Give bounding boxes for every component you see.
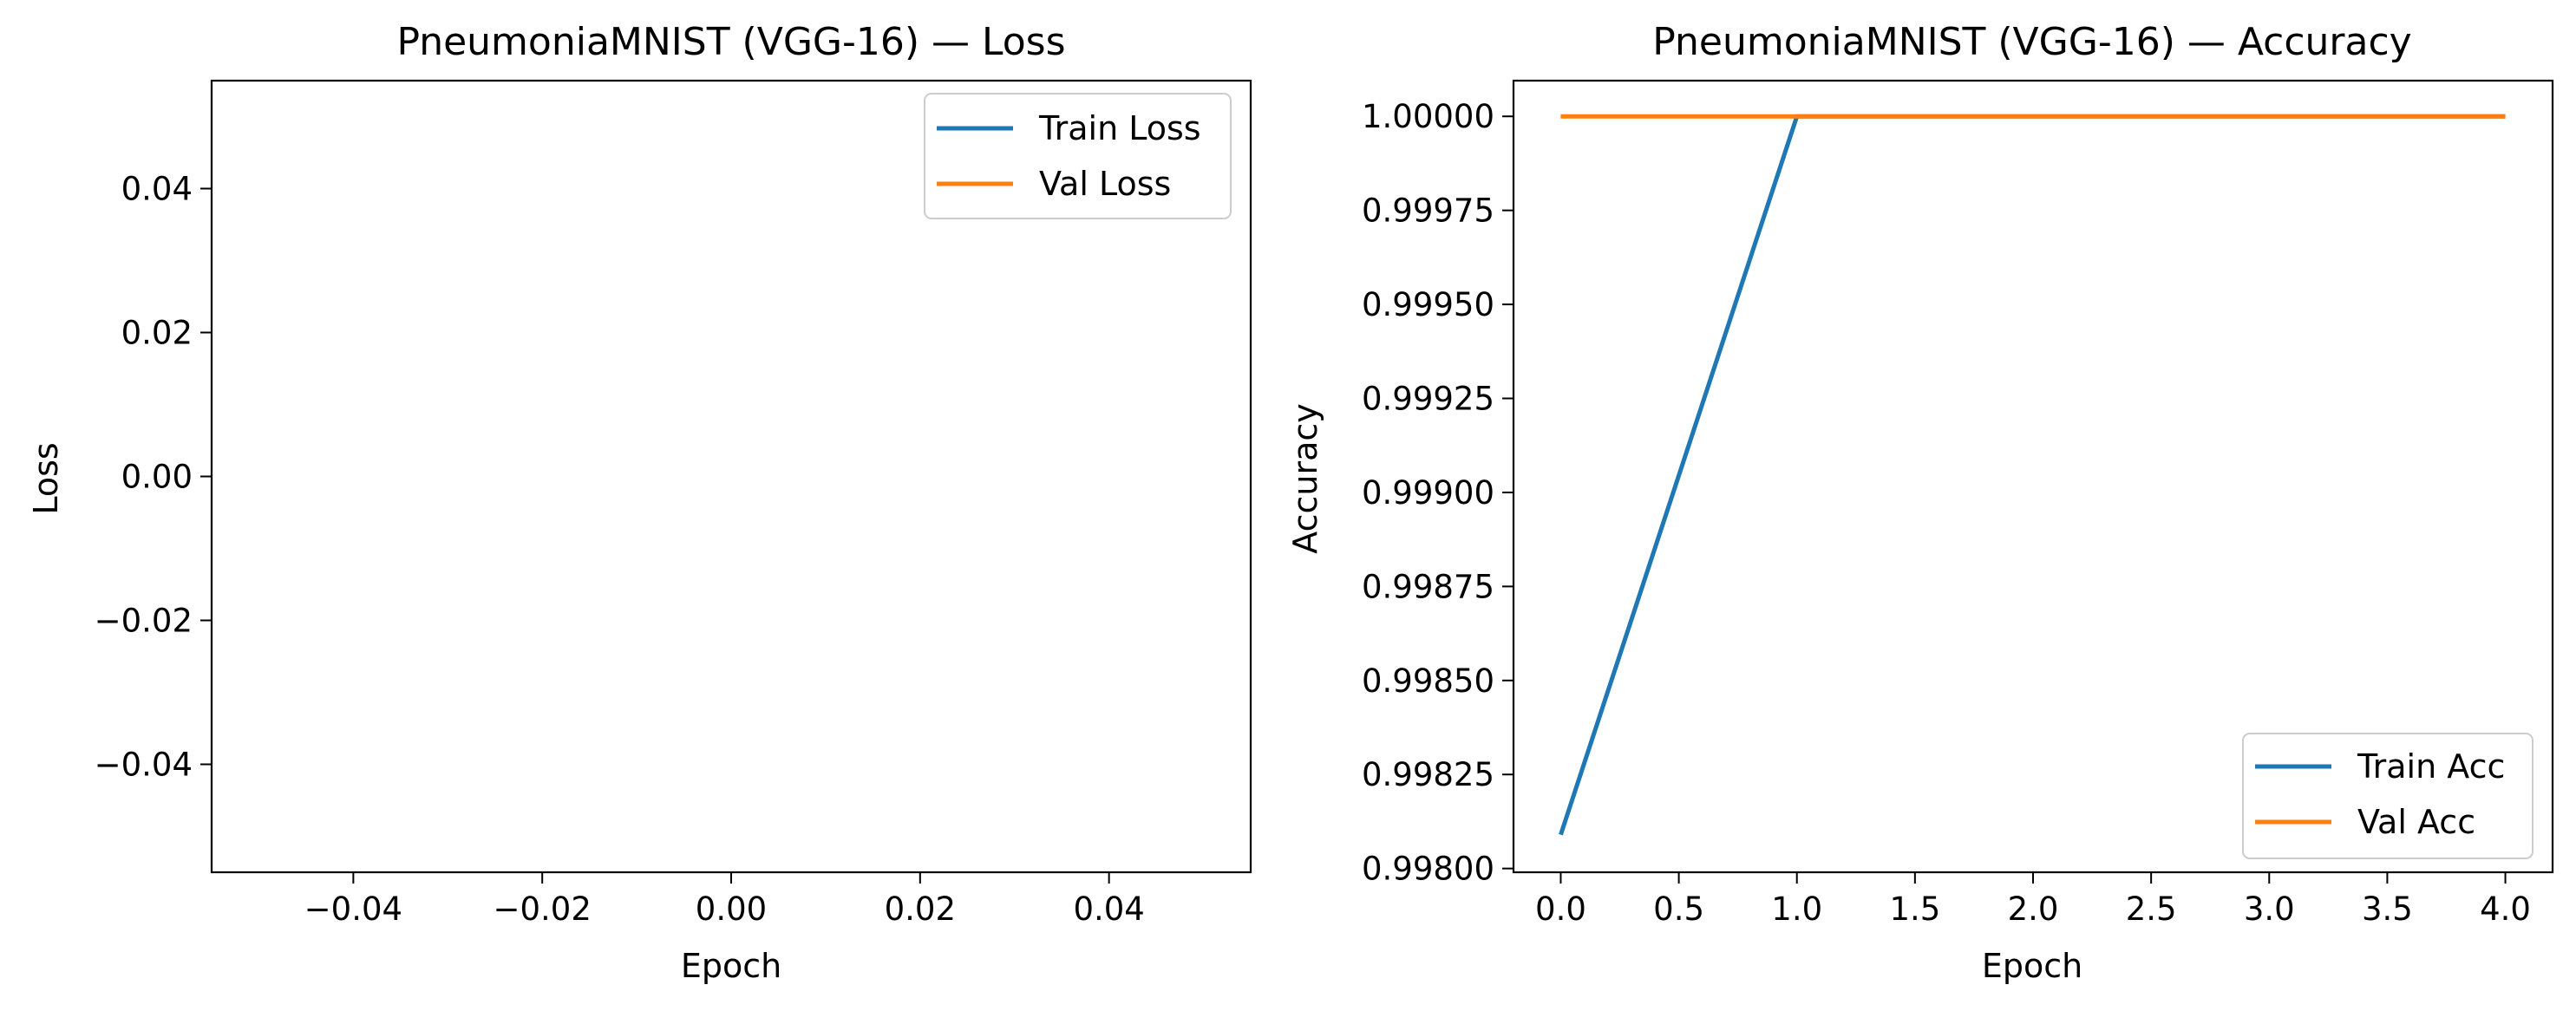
legend-label-val-loss: Val Loss bbox=[1039, 165, 1171, 203]
loss-chart-legend: Train Loss Val Loss bbox=[924, 93, 1232, 219]
loss-x-tick-label: −0.04 bbox=[304, 890, 402, 928]
accuracy-chart-y-label: Accuracy bbox=[1286, 403, 1324, 554]
accuracy-chart-legend: Train Acc Val Acc bbox=[2242, 733, 2534, 859]
loss-y-tick-label: −0.04 bbox=[95, 747, 193, 784]
accuracy-x-tick-label: 2.5 bbox=[2126, 890, 2177, 928]
loss-chart-plot-frame bbox=[210, 79, 1252, 874]
accuracy-y-tick-label: 0.99800 bbox=[1362, 851, 1494, 888]
accuracy-y-tick-label: 0.99900 bbox=[1362, 474, 1494, 512]
accuracy-chart-title: PneumoniaMNIST (VGG-16) — Accuracy bbox=[1652, 20, 2411, 64]
loss-chart-title: PneumoniaMNIST (VGG-16) — Loss bbox=[396, 20, 1065, 64]
loss-chart-x-label: Epoch bbox=[681, 947, 781, 985]
loss-y-tick-label: 0.00 bbox=[121, 459, 193, 496]
accuracy-x-tick-label: 1.0 bbox=[1771, 890, 1822, 928]
accuracy-x-tick-label: 1.5 bbox=[1889, 890, 1940, 928]
accuracy-x-tick-label: 0.5 bbox=[1653, 890, 1704, 928]
accuracy-x-tick-label: 4.0 bbox=[2480, 890, 2531, 928]
legend-box bbox=[924, 93, 1232, 219]
loss-y-tick-label: 0.02 bbox=[121, 315, 193, 352]
accuracy-y-tick-label: 0.99925 bbox=[1362, 381, 1494, 418]
accuracy-chart-plot-frame bbox=[1512, 79, 2554, 874]
loss-x-tick-label: −0.02 bbox=[493, 890, 591, 928]
accuracy-y-tick-label: 0.99975 bbox=[1362, 192, 1494, 230]
accuracy-x-tick-label: 3.5 bbox=[2362, 890, 2413, 928]
accuracy-y-tick-label: 1.00000 bbox=[1362, 98, 1494, 135]
accuracy-y-tick-label: 0.99875 bbox=[1362, 568, 1494, 605]
loss-x-tick-label: 0.04 bbox=[1073, 890, 1144, 928]
accuracy-x-tick-label: 0.0 bbox=[1535, 890, 1586, 928]
accuracy-chart-x-label: Epoch bbox=[1982, 947, 2082, 985]
accuracy-y-tick-label: 0.99825 bbox=[1362, 756, 1494, 793]
loss-chart-y-label: Loss bbox=[27, 442, 65, 514]
accuracy-y-tick-label: 0.99950 bbox=[1362, 286, 1494, 323]
loss-x-tick-label: 0.00 bbox=[696, 890, 767, 928]
legend-label-val-acc: Val Acc bbox=[2357, 803, 2475, 841]
loss-y-tick-label: 0.04 bbox=[121, 171, 193, 208]
accuracy-x-tick-label: 2.0 bbox=[2008, 890, 2059, 928]
accuracy-y-tick-label: 0.99850 bbox=[1362, 662, 1494, 700]
legend-label-train-loss: Train Loss bbox=[1038, 109, 1201, 147]
accuracy-chart: PneumoniaMNIST (VGG-16) — Accuracy Epoch… bbox=[1286, 20, 2554, 985]
legend-label-train-acc: Train Acc bbox=[2357, 747, 2505, 786]
accuracy-x-tick-label: 3.0 bbox=[2244, 890, 2295, 928]
loss-x-tick-label: 0.02 bbox=[885, 890, 956, 928]
loss-chart: PneumoniaMNIST (VGG-16) — Loss Epoch Los… bbox=[27, 20, 1252, 985]
loss-y-tick-label: −0.02 bbox=[95, 603, 193, 640]
